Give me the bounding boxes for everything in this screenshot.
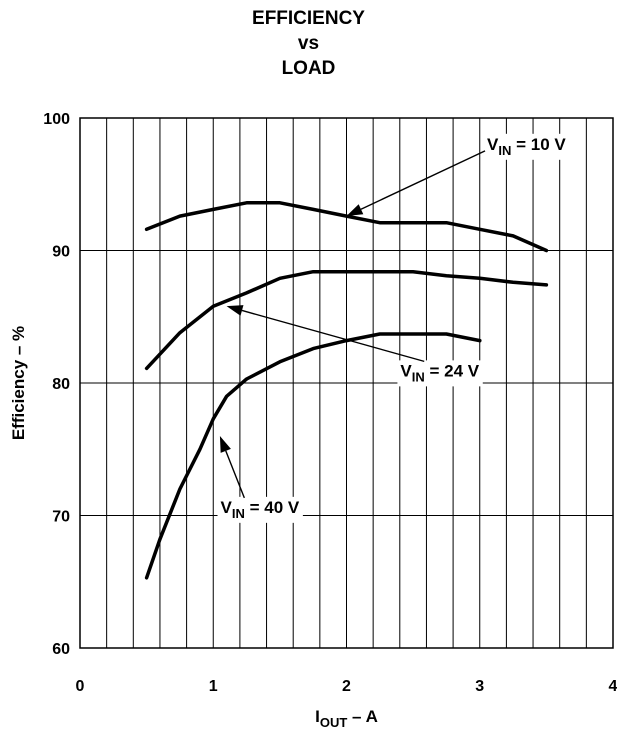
y-tick-label: 100	[43, 111, 70, 128]
annotation-arrow-head	[226, 305, 244, 316]
x-tick-label: 2	[342, 678, 351, 695]
annotation-arrow-shaft	[225, 450, 245, 499]
x-tick-label: 0	[76, 678, 85, 695]
annotation-arrow-head	[219, 436, 231, 453]
x-axis-label-sub: OUT	[320, 715, 348, 730]
y-tick-label: 80	[52, 376, 70, 393]
series-line-2	[144, 269, 549, 371]
x-tick-label: 4	[609, 678, 617, 695]
plot-frame	[79, 117, 614, 649]
tick-labels: 0 1 2 3 4 60 70 80 90 100	[43, 111, 617, 695]
chart-title-line-3: LOAD	[281, 58, 336, 79]
y-tick-label: 90	[52, 244, 70, 261]
series-line-3	[144, 332, 482, 580]
series-label-1: VIN = 10 V	[487, 135, 566, 158]
x-axis-label: IOUT – A	[315, 707, 378, 730]
series-layer	[144, 201, 549, 580]
annotation-layer: VIN = 10 V VIN = 24 V VIN = 40 V	[217, 133, 570, 523]
series-label-bg	[397, 360, 483, 387]
annotation-arrow-shaft	[241, 309, 425, 363]
y-axis-label: Efficiency – %	[9, 326, 28, 440]
annotation-arrow-shaft	[360, 150, 486, 210]
series-label-3: VIN = 40 V	[221, 498, 300, 521]
chart-title-line-1: EFFICIENCY	[252, 8, 365, 29]
x-tick-label: 1	[209, 678, 218, 695]
y-tick-label: 70	[52, 509, 70, 526]
x-axis-label-main: I	[315, 707, 320, 726]
series-label-bg	[217, 496, 303, 523]
x-tick-label: 3	[475, 678, 484, 695]
series-label-2: VIN = 24 V	[400, 361, 479, 384]
x-axis-label-rest: – A	[347, 707, 378, 726]
series-label-bg	[484, 133, 570, 160]
chart-title-line-2: vs	[297, 33, 320, 54]
series-line-1	[144, 201, 549, 253]
annotation-arrow-head	[346, 204, 364, 217]
y-tick-label: 60	[52, 641, 70, 658]
grid-lines	[80, 118, 613, 648]
